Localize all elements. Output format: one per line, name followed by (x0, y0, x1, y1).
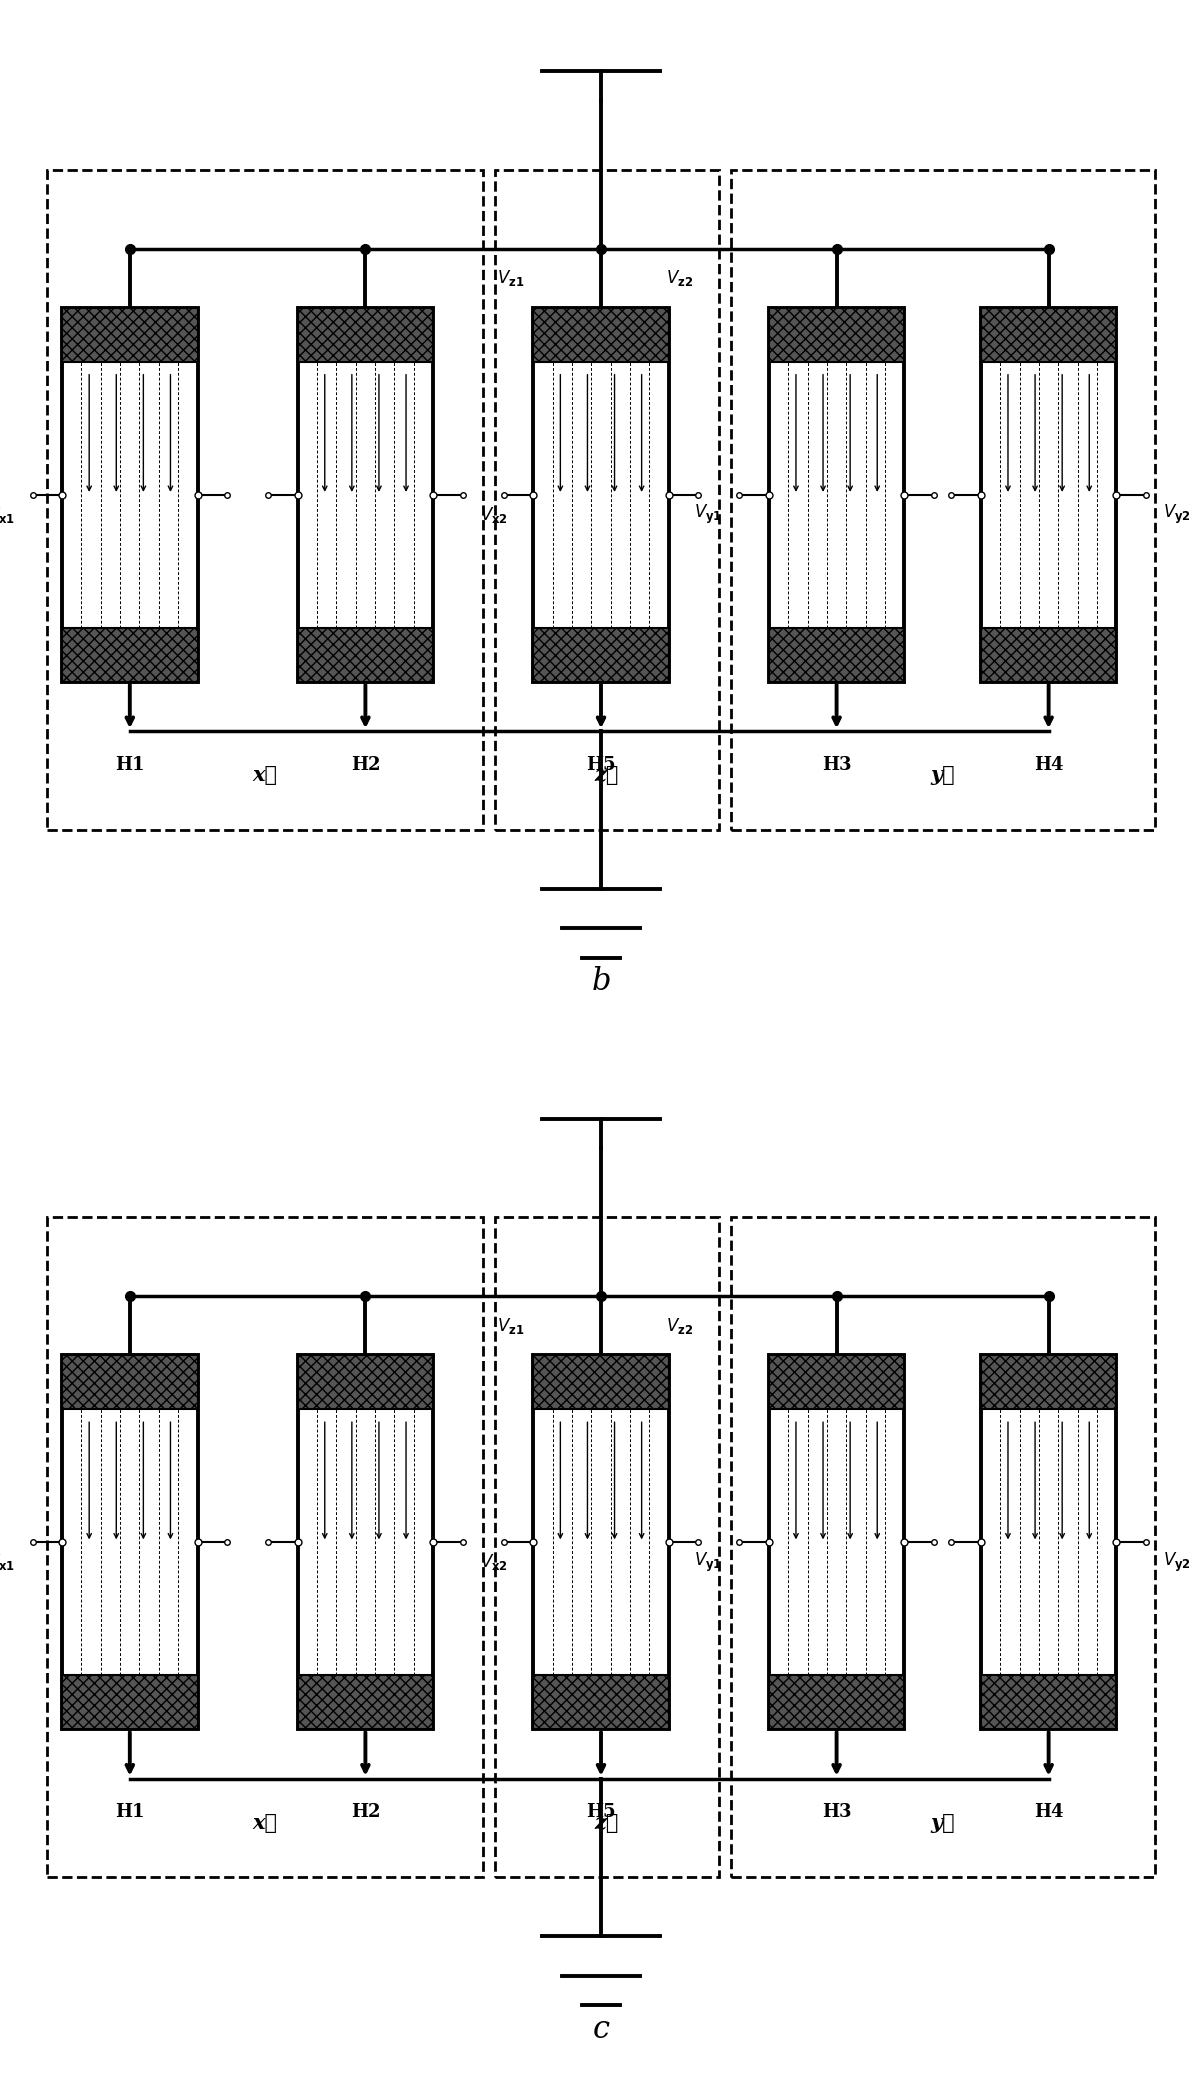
Bar (534, 308, 668, 681)
Bar (495, 1217, 719, 1877)
Bar (47, 1217, 483, 1877)
Text: $V_{\mathbf{z2}}$: $V_{\mathbf{z2}}$ (666, 1316, 692, 1337)
Text: b: b (591, 966, 611, 997)
Bar (981, 1355, 1117, 1730)
Text: $V_{\mathbf{y1}}$: $V_{\mathbf{y1}}$ (694, 1550, 721, 1573)
Text: c: c (593, 2013, 609, 2045)
Text: H2: H2 (351, 1804, 380, 1821)
Bar (981, 308, 1117, 681)
Text: $V_{\mathbf{y2}}$: $V_{\mathbf{y2}}$ (1164, 503, 1191, 526)
Bar (534, 1355, 668, 1730)
Text: x轴: x轴 (252, 765, 278, 786)
Bar (769, 628, 904, 681)
Text: $V_{\mathbf{x2}}$: $V_{\mathbf{x2}}$ (481, 505, 508, 524)
Bar (981, 308, 1117, 362)
Text: $V_{\mathbf{z2}}$: $V_{\mathbf{z2}}$ (666, 268, 692, 287)
Text: $V_{\mathbf{x1}}$: $V_{\mathbf{x1}}$ (0, 505, 14, 524)
Bar (63, 1676, 197, 1730)
Text: z轴: z轴 (595, 1812, 619, 1833)
Bar (534, 1355, 668, 1410)
Bar (63, 1355, 197, 1410)
Bar (63, 1355, 197, 1730)
Bar (981, 628, 1117, 681)
Text: H3: H3 (822, 756, 851, 773)
Text: $V_{\mathbf{z1}}$: $V_{\mathbf{z1}}$ (498, 268, 524, 287)
Bar (63, 308, 197, 681)
Bar (63, 628, 197, 681)
Bar (495, 170, 719, 830)
Text: H5: H5 (587, 756, 615, 773)
Bar (298, 1676, 433, 1730)
Text: y轴: y轴 (930, 1812, 954, 1833)
Text: H4: H4 (1034, 1804, 1064, 1821)
Bar (769, 1355, 904, 1730)
Text: x轴: x轴 (252, 1812, 278, 1833)
Bar (298, 628, 433, 681)
Text: y轴: y轴 (930, 765, 954, 786)
Text: H3: H3 (822, 1804, 851, 1821)
Bar (731, 170, 1155, 830)
Text: H4: H4 (1034, 756, 1064, 773)
Text: H2: H2 (351, 756, 380, 773)
Bar (298, 1355, 433, 1730)
Text: H1: H1 (115, 1804, 144, 1821)
Bar (769, 308, 904, 681)
Bar (769, 308, 904, 362)
Bar (534, 1676, 668, 1730)
Bar (63, 308, 197, 362)
Bar (769, 1676, 904, 1730)
Text: $V_{\mathbf{x2}}$: $V_{\mathbf{x2}}$ (481, 1552, 508, 1571)
Text: z轴: z轴 (595, 765, 619, 786)
Text: $V_{\mathbf{y2}}$: $V_{\mathbf{y2}}$ (1164, 1550, 1191, 1573)
Bar (981, 1676, 1117, 1730)
Bar (731, 1217, 1155, 1877)
Bar (298, 308, 433, 681)
Bar (298, 308, 433, 362)
Text: H1: H1 (115, 756, 144, 773)
Text: H5: H5 (587, 1804, 615, 1821)
Bar (534, 308, 668, 362)
Bar (769, 1355, 904, 1410)
Bar (47, 170, 483, 830)
Text: $V_{\mathbf{y1}}$: $V_{\mathbf{y1}}$ (694, 503, 721, 526)
Bar (534, 628, 668, 681)
Bar (981, 1355, 1117, 1410)
Text: $V_{\mathbf{x1}}$: $V_{\mathbf{x1}}$ (0, 1552, 14, 1571)
Bar (298, 1355, 433, 1410)
Text: $V_{\mathbf{z1}}$: $V_{\mathbf{z1}}$ (498, 1316, 524, 1337)
